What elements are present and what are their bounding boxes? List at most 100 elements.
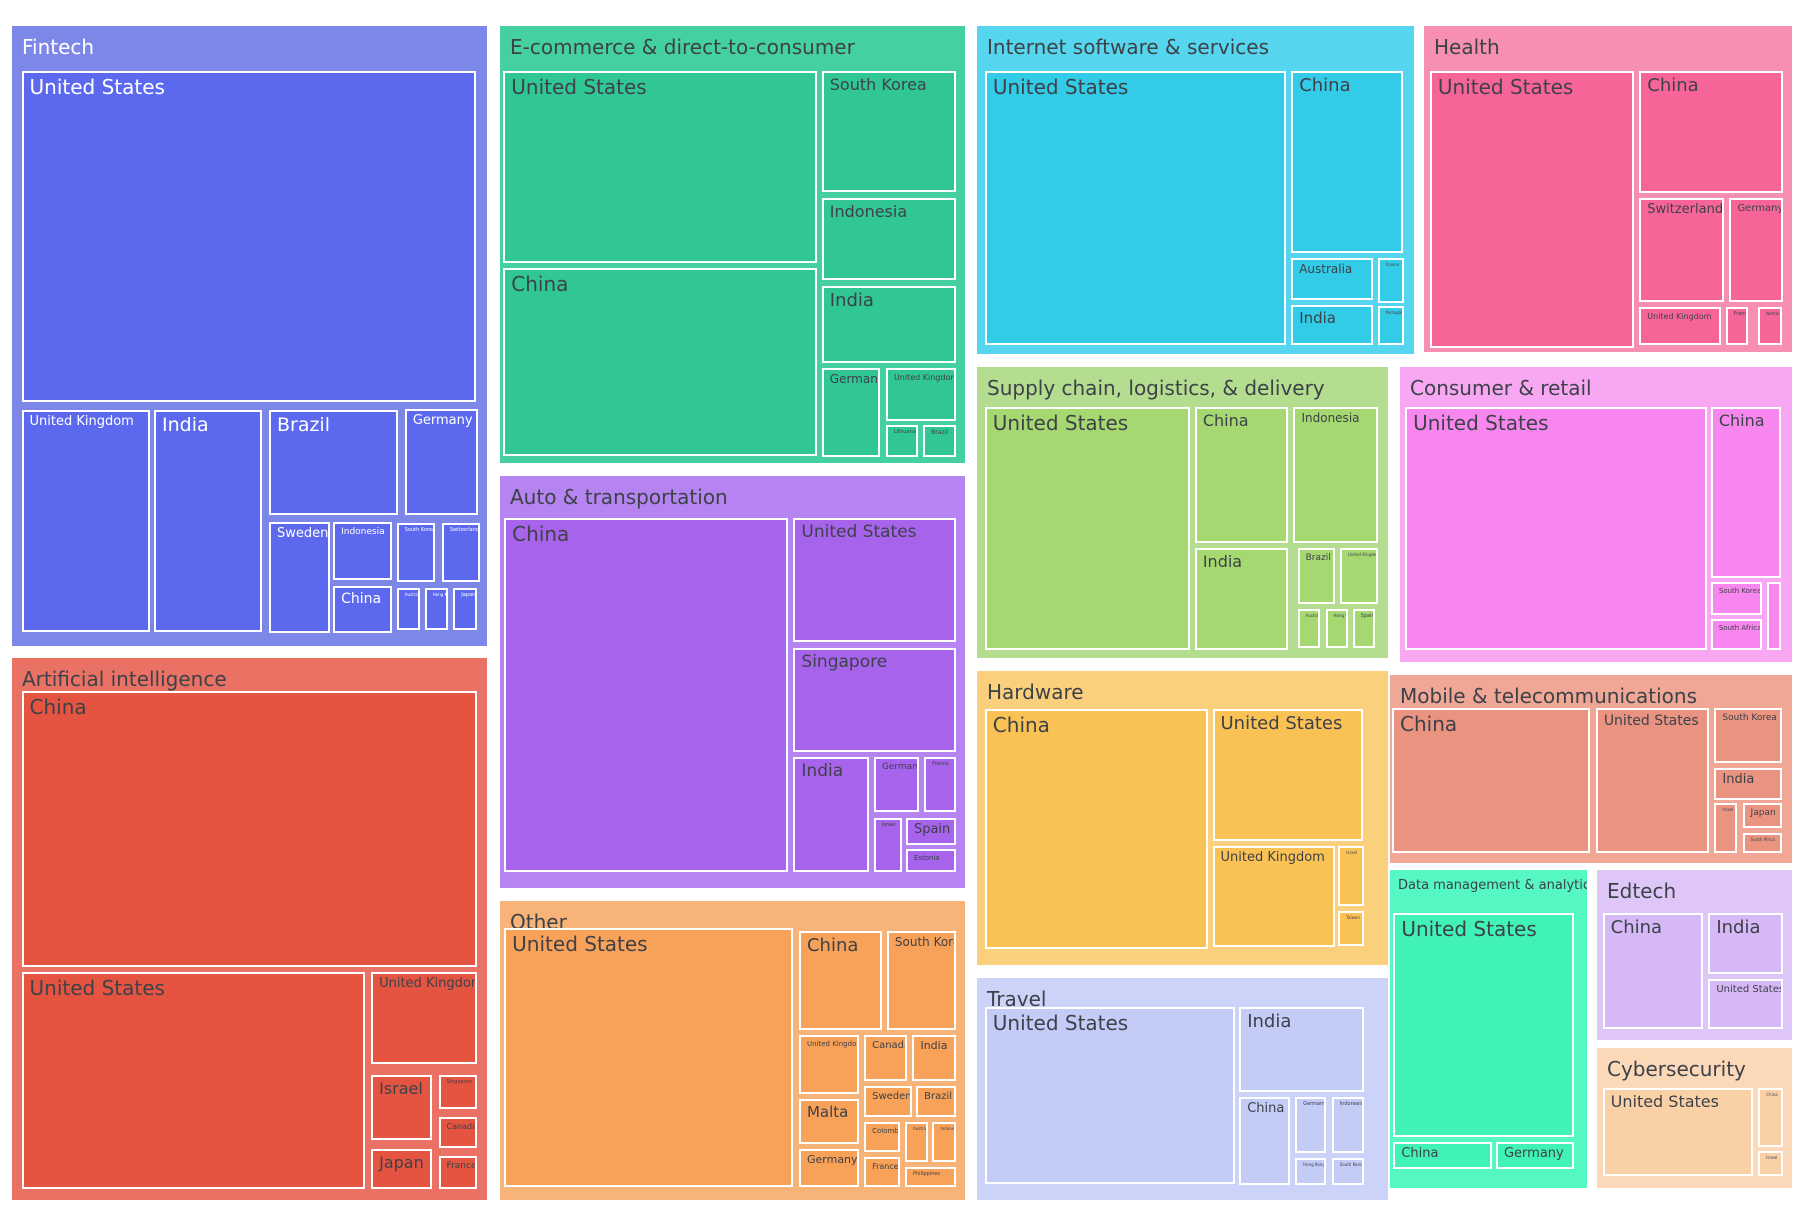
cell-data-management-analytics-germany[interactable]: Germany bbox=[1495, 1141, 1575, 1170]
cell-hardware-china[interactable]: China bbox=[984, 709, 1208, 949]
cell-travel-south-korea[interactable]: South Korea bbox=[1331, 1157, 1365, 1185]
cell-other-united-kingdom[interactable]: United Kingdom bbox=[798, 1034, 860, 1095]
cell-supply-chain-logistics-delivery-indonesia[interactable]: Indonesia bbox=[1293, 406, 1378, 544]
cell-consumer-retail-united-states[interactable]: United States bbox=[1405, 406, 1707, 651]
cell-health-netherlands[interactable]: Netherlands bbox=[1758, 306, 1783, 345]
cell-internet-software-services-china[interactable]: China bbox=[1291, 70, 1404, 254]
cell-fintech-germany[interactable]: Germany bbox=[404, 409, 478, 515]
cell-fintech-japan[interactable]: Japan bbox=[453, 588, 477, 630]
cell-health-china[interactable]: China bbox=[1639, 70, 1783, 194]
cell-cybersecurity-israel[interactable]: Israel bbox=[1758, 1151, 1783, 1177]
cell-consumer-retail-south-korea[interactable]: South Korea bbox=[1710, 581, 1763, 616]
cell-supply-chain-logistics-delivery-spain[interactable]: Spain bbox=[1352, 609, 1375, 649]
cell-artificial-intelligence-israel[interactable]: Israel bbox=[371, 1075, 432, 1141]
cell-travel-indonesia[interactable]: Indonesia bbox=[1331, 1096, 1365, 1153]
cell-fintech-china[interactable]: China bbox=[333, 586, 392, 633]
cell-hardware-taiwan[interactable]: Taiwan bbox=[1338, 910, 1365, 947]
cell-supply-chain-logistics-delivery-united-states[interactable]: United States bbox=[984, 406, 1191, 650]
cell-mobile-telecommunications-united-states[interactable]: United States bbox=[1595, 708, 1710, 854]
cell-other-brazil[interactable]: Brazil bbox=[916, 1085, 957, 1117]
cell-e-commerce-direct-to-consumer-united-states[interactable]: United States bbox=[503, 71, 817, 263]
cell-other-australia[interactable]: Australia bbox=[905, 1121, 929, 1162]
cell-e-commerce-direct-to-consumer-indonesia[interactable]: Indonesia bbox=[821, 198, 957, 280]
cell-auto-transportation-india[interactable]: India bbox=[793, 757, 870, 872]
cell-fintech-united-kingdom[interactable]: United Kingdom bbox=[21, 409, 150, 632]
cell-fintech-sweden[interactable]: Sweden bbox=[268, 522, 330, 633]
cell-auto-transportation-israel[interactable]: Israel bbox=[873, 817, 902, 872]
cell-e-commerce-direct-to-consumer-united-kingdom[interactable]: United Kingdom bbox=[885, 367, 957, 422]
cell-mobile-telecommunications-china[interactable]: China bbox=[1392, 708, 1591, 854]
cell-cybersecurity-china[interactable]: China bbox=[1758, 1087, 1783, 1147]
cell-mobile-telecommunications-india[interactable]: India bbox=[1714, 767, 1782, 800]
cell-other-sweden[interactable]: Sweden bbox=[864, 1085, 912, 1117]
cell-other-south-korea[interactable]: South Korea bbox=[886, 930, 957, 1030]
cell-supply-chain-logistics-delivery-brazil[interactable]: Brazil bbox=[1297, 547, 1336, 605]
cell-auto-transportation-germany[interactable]: Germany bbox=[873, 757, 919, 812]
cell-supply-chain-logistics-delivery-united-kingdom[interactable]: United Kingdom bbox=[1339, 547, 1378, 605]
cell-other-united-states[interactable]: United States bbox=[504, 928, 794, 1187]
cell-e-commerce-direct-to-consumer-india[interactable]: India bbox=[821, 286, 957, 364]
cell-internet-software-services-france[interactable]: France bbox=[1377, 258, 1404, 304]
cell-edtech-united-states[interactable]: United States bbox=[1708, 979, 1783, 1030]
cell-health-united-states[interactable]: United States bbox=[1429, 70, 1635, 349]
cell-artificial-intelligence-canada[interactable]: Canada bbox=[438, 1116, 478, 1148]
cell-artificial-intelligence-japan[interactable]: Japan bbox=[371, 1148, 432, 1190]
cell-health-france[interactable]: France bbox=[1725, 306, 1749, 345]
cell-fintech-switzerland[interactable]: Switzerland bbox=[441, 522, 481, 582]
cell-other-france[interactable]: France bbox=[864, 1156, 900, 1187]
cell-fintech-indonesia[interactable]: Indonesia bbox=[333, 522, 392, 581]
cell-data-management-analytics-china[interactable]: China bbox=[1393, 1141, 1492, 1170]
cell-data-management-analytics-united-states[interactable]: United States bbox=[1393, 912, 1575, 1138]
cell-travel-germany[interactable]: Germany bbox=[1295, 1096, 1326, 1153]
cell-artificial-intelligence-singapore[interactable]: Singapore bbox=[438, 1075, 478, 1109]
cell-auto-transportation-china[interactable]: China bbox=[504, 518, 789, 872]
cell-internet-software-services-portugal[interactable]: Portugal bbox=[1377, 306, 1404, 346]
cell-e-commerce-direct-to-consumer-lithuania[interactable]: Lithuania bbox=[885, 424, 919, 457]
cell-other-china[interactable]: China bbox=[798, 930, 883, 1030]
cell-mobile-telecommunications-japan[interactable]: Japan bbox=[1742, 803, 1782, 829]
cell-auto-transportation-spain[interactable]: Spain bbox=[905, 817, 957, 846]
cell-supply-chain-logistics-delivery-china[interactable]: China bbox=[1194, 406, 1288, 544]
cell-auto-transportation-united-states[interactable]: United States bbox=[793, 518, 957, 643]
cell-hardware-united-kingdom[interactable]: United Kingdom bbox=[1212, 845, 1336, 947]
cell-auto-transportation-estonia[interactable]: Estonia bbox=[905, 849, 957, 872]
cell-other-indonesia[interactable]: Indonesia bbox=[932, 1121, 956, 1162]
cell-supply-chain-logistics-delivery-india[interactable]: India bbox=[1194, 547, 1288, 651]
cell-edtech-india[interactable]: India bbox=[1708, 912, 1783, 975]
cell-fintech-united-states[interactable]: United States bbox=[21, 70, 476, 402]
cell-fintech-india[interactable]: India bbox=[154, 409, 262, 632]
cell-internet-software-services-australia[interactable]: Australia bbox=[1291, 258, 1374, 300]
cell-fintech-australia[interactable]: Australia bbox=[396, 588, 421, 630]
cell-other-germany[interactable]: Germany bbox=[798, 1149, 860, 1187]
cell-auto-transportation-singapore[interactable]: Singapore bbox=[793, 647, 957, 752]
cell-health-switzerland[interactable]: Switzerland bbox=[1639, 198, 1725, 302]
cell-travel-united-states[interactable]: United States bbox=[984, 1007, 1235, 1185]
cell-auto-transportation-france[interactable]: France bbox=[924, 757, 957, 812]
cell-consumer-retail-unlabeled[interactable] bbox=[1766, 581, 1782, 650]
cell-mobile-telecommunications-israel[interactable]: Israel bbox=[1714, 803, 1737, 853]
cell-other-malta[interactable]: Malta bbox=[798, 1099, 860, 1145]
cell-health-germany[interactable]: Germany bbox=[1729, 198, 1783, 302]
cell-supply-chain-logistics-delivery-hong-kong[interactable]: Hong Kong bbox=[1325, 609, 1348, 649]
cell-fintech-south-korea[interactable]: South Korea bbox=[396, 522, 436, 582]
cell-hardware-israel[interactable]: Israel bbox=[1338, 845, 1365, 907]
cell-supply-chain-logistics-delivery-australia[interactable]: Australia bbox=[1297, 609, 1320, 649]
cell-travel-india[interactable]: India bbox=[1239, 1007, 1365, 1093]
cell-health-united-kingdom[interactable]: United Kingdom bbox=[1639, 306, 1721, 345]
cell-artificial-intelligence-united-states[interactable]: United States bbox=[21, 972, 365, 1190]
cell-cybersecurity-united-states[interactable]: United States bbox=[1602, 1087, 1753, 1177]
cell-consumer-retail-south-africa[interactable]: South Africa bbox=[1710, 619, 1763, 650]
cell-internet-software-services-united-states[interactable]: United States bbox=[984, 70, 1287, 345]
cell-fintech-brazil[interactable]: Brazil bbox=[268, 409, 399, 515]
cell-artificial-intelligence-united-kingdom[interactable]: United Kingdom bbox=[371, 972, 477, 1065]
cell-other-canada[interactable]: Canada bbox=[864, 1034, 908, 1081]
cell-mobile-telecommunications-south-korea[interactable]: South Korea bbox=[1714, 708, 1782, 763]
cell-e-commerce-direct-to-consumer-south-korea[interactable]: South Korea bbox=[821, 71, 957, 193]
cell-travel-hong-kong[interactable]: Hong Kong bbox=[1295, 1157, 1326, 1185]
cell-other-india[interactable]: India bbox=[912, 1034, 957, 1081]
cell-hardware-united-states[interactable]: United States bbox=[1212, 709, 1363, 841]
cell-e-commerce-direct-to-consumer-china[interactable]: China bbox=[503, 267, 817, 457]
cell-consumer-retail-china[interactable]: China bbox=[1710, 406, 1781, 578]
cell-artificial-intelligence-china[interactable]: China bbox=[21, 690, 477, 967]
cell-fintech-hong-kong[interactable]: Hong Kong bbox=[424, 588, 449, 630]
